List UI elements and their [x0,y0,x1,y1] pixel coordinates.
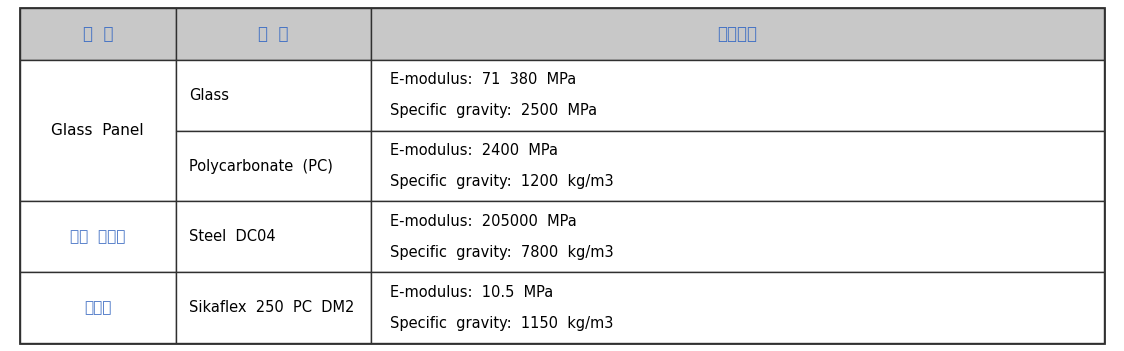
Bar [175,131,371,201]
Text: 루프  프레임: 루프 프레임 [70,229,126,244]
Bar [371,272,1104,343]
Text: 접착제: 접착제 [84,300,111,315]
Text: 파라미터: 파라미터 [717,25,758,43]
Bar [20,272,175,343]
Text: Glass  Panel: Glass Panel [52,123,144,138]
Text: 재  질: 재 질 [259,25,289,43]
Text: E-modulus:  10.5  MPa: E-modulus: 10.5 MPa [390,285,553,299]
Bar [175,60,371,131]
Bar [175,8,371,60]
Text: Polycarbonate  (PC): Polycarbonate (PC) [189,159,333,174]
Text: Specific  gravity:  7800  kg/m3: Specific gravity: 7800 kg/m3 [390,245,614,260]
Bar [175,272,371,343]
Text: Steel  DC04: Steel DC04 [189,229,275,244]
Text: Glass: Glass [189,88,229,103]
Text: E-modulus:  71  380  MPa: E-modulus: 71 380 MPa [390,72,575,87]
Text: E-modulus:  2400  MPa: E-modulus: 2400 MPa [390,143,558,158]
Text: Specific  gravity:  2500  MPa: Specific gravity: 2500 MPa [390,104,597,118]
Bar [371,60,1104,131]
Bar [20,201,175,272]
Text: Specific  gravity:  1150  kg/m3: Specific gravity: 1150 kg/m3 [390,316,613,331]
Bar [175,201,371,272]
Bar [371,8,1104,60]
Text: Sikaflex  250  PC  DM2: Sikaflex 250 PC DM2 [189,300,355,315]
Bar [371,201,1104,272]
Text: 부  품: 부 품 [82,25,114,43]
Text: E-modulus:  205000  MPa: E-modulus: 205000 MPa [390,214,577,229]
Text: Specific  gravity:  1200  kg/m3: Specific gravity: 1200 kg/m3 [390,174,614,189]
Bar [371,131,1104,201]
Bar [20,8,175,60]
Bar [20,60,175,201]
